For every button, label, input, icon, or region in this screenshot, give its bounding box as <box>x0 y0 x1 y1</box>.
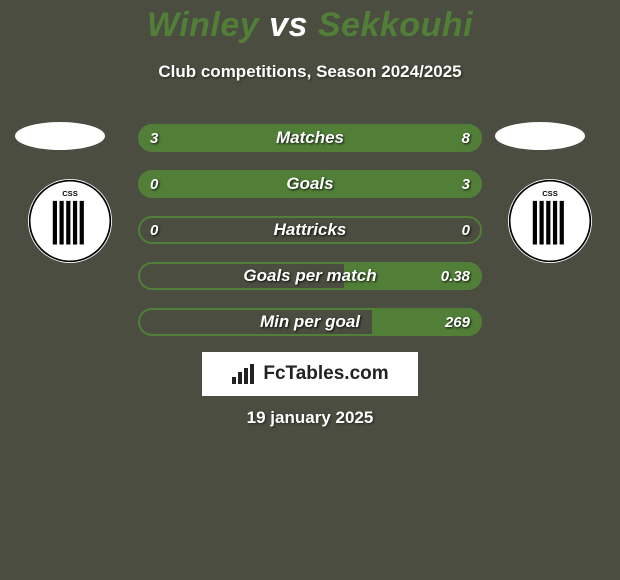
stat-track <box>138 124 482 152</box>
stat-row: Matches38 <box>138 124 482 152</box>
player2-avatar-placeholder <box>495 122 585 150</box>
vs-separator: vs <box>259 6 318 44</box>
source-logo-text: FcTables.com <box>263 363 388 385</box>
avatar-layer <box>0 0 620 580</box>
bars-icon <box>231 363 257 385</box>
stat-row: Goals per match0.38 <box>138 262 482 290</box>
source-logo-box: FcTables.com <box>202 352 418 396</box>
right-fill <box>138 170 482 198</box>
svg-text:CSS: CSS <box>62 189 78 198</box>
stat-row: Min per goal269 <box>138 308 482 336</box>
subtitle: Club competitions, Season 2024/2025 <box>0 62 620 82</box>
page-title: Winley vs Sekkouhi <box>0 6 620 45</box>
date-label: 19 january 2025 <box>0 408 620 428</box>
svg-text:CSS: CSS <box>542 189 558 198</box>
player2-club-logo: CSS <box>508 179 592 263</box>
right-fill <box>344 262 482 290</box>
right-fill <box>372 308 482 336</box>
stat-row: Hattricks00 <box>138 216 482 244</box>
player1-club-logo: CSS <box>28 179 112 263</box>
css-club-icon: CSS <box>508 179 592 263</box>
player1-name: Winley <box>147 6 259 44</box>
player2-name: Sekkouhi <box>318 6 473 44</box>
right-fill <box>232 124 482 152</box>
comparison-card: Winley vs Sekkouhi Club competitions, Se… <box>0 0 620 580</box>
player1-avatar-placeholder <box>15 122 105 150</box>
stat-track <box>138 216 482 244</box>
left-fill <box>138 124 232 152</box>
stat-track <box>138 308 482 336</box>
stat-track <box>138 262 482 290</box>
stat-track <box>138 170 482 198</box>
stat-row: Goals03 <box>138 170 482 198</box>
css-club-icon: CSS <box>28 179 112 263</box>
